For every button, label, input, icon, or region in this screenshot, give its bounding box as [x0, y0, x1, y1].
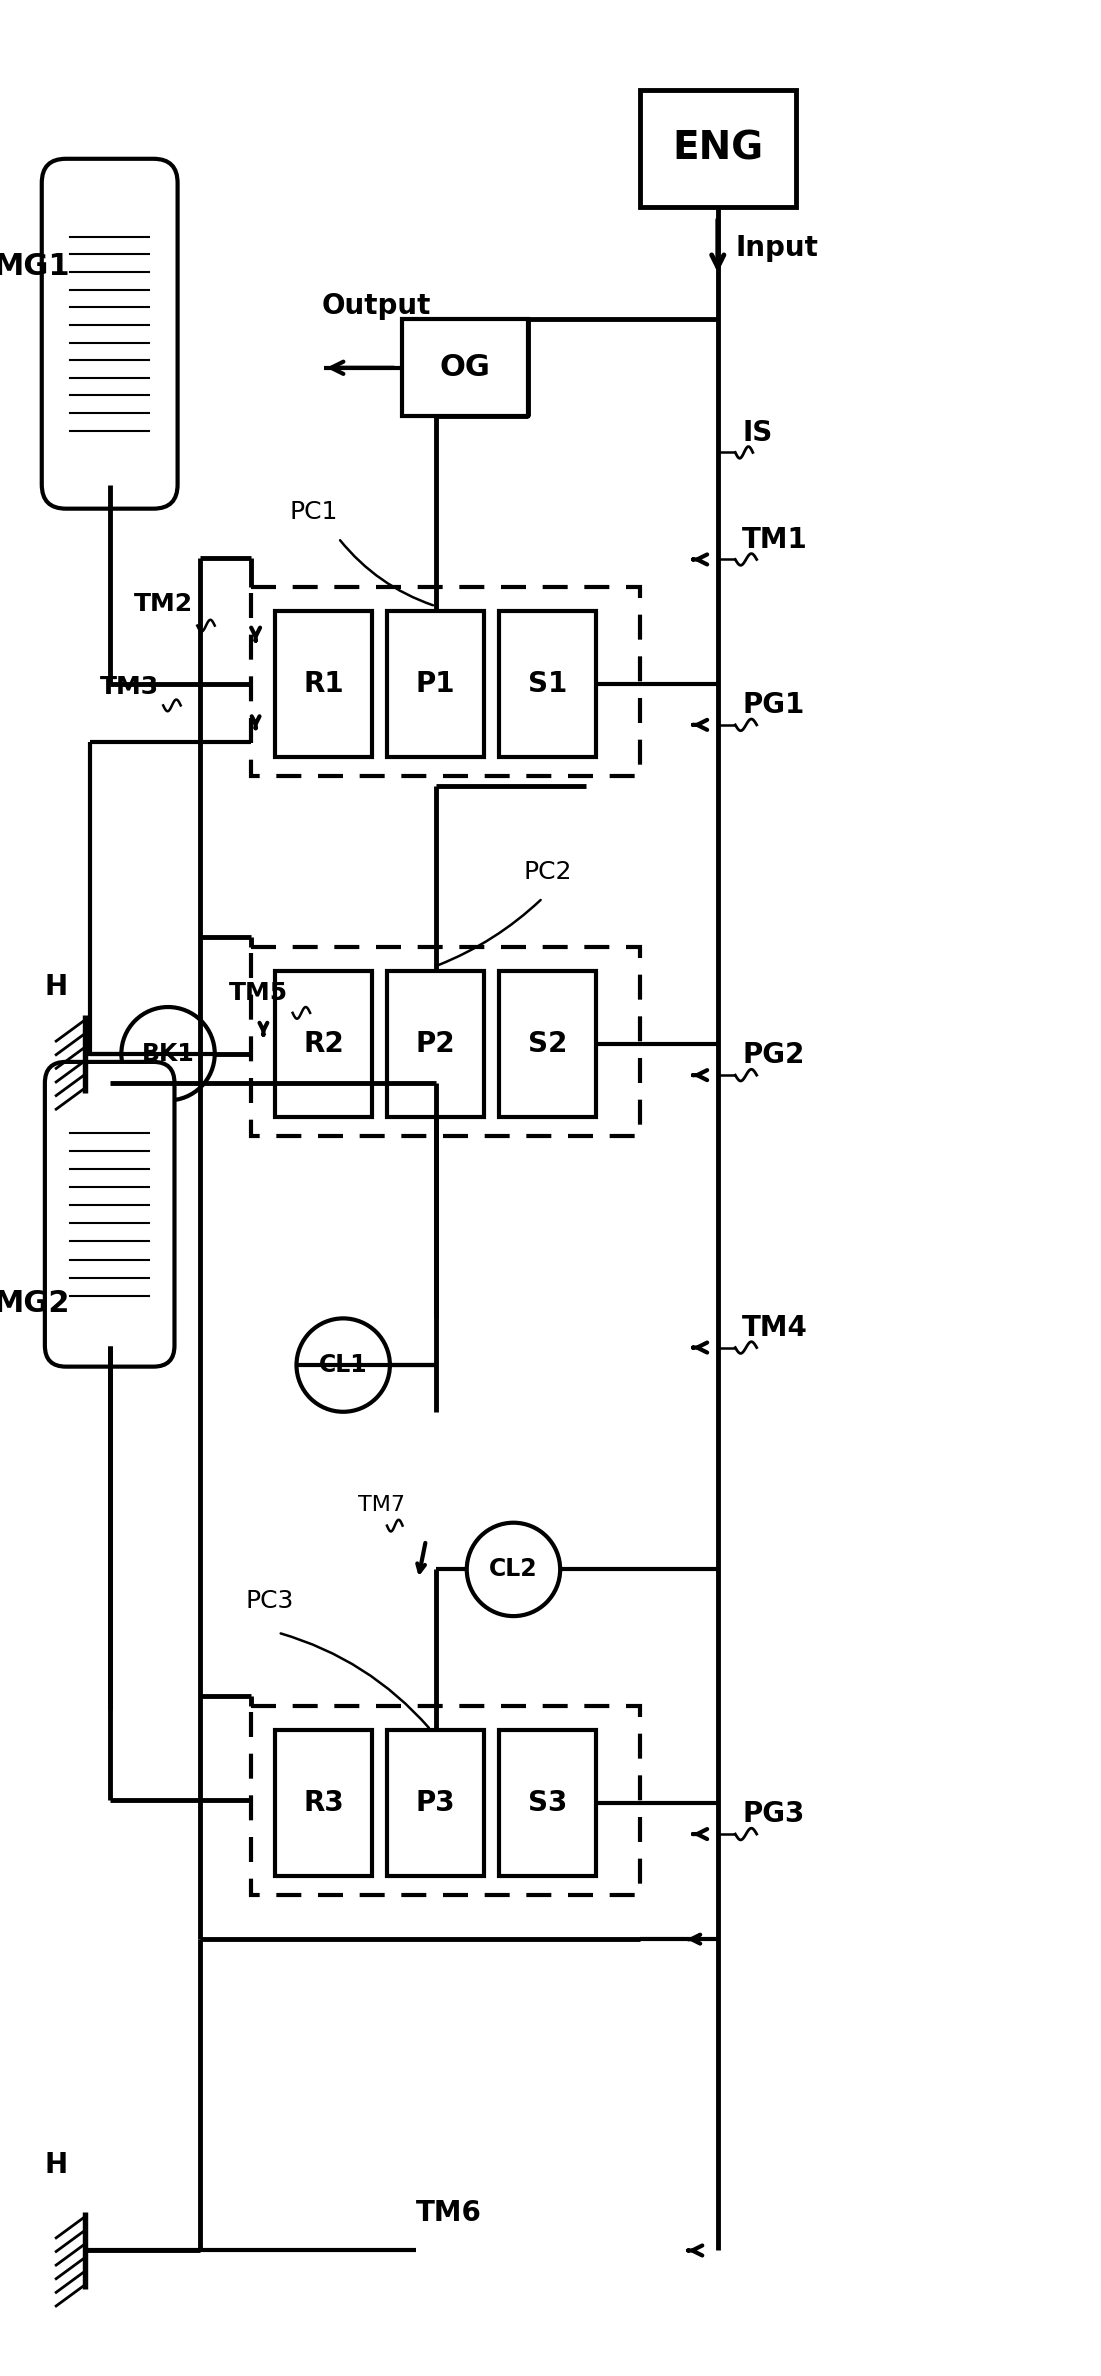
Bar — [275, 1730, 372, 1877]
Text: R2: R2 — [304, 1031, 345, 1057]
Bar — [640, 90, 796, 207]
FancyBboxPatch shape — [42, 159, 177, 508]
Bar — [386, 972, 484, 1117]
Text: TM1: TM1 — [742, 525, 808, 554]
FancyBboxPatch shape — [45, 1062, 174, 1366]
Text: S3: S3 — [527, 1789, 567, 1818]
Text: TM2: TM2 — [134, 592, 193, 615]
Text: P2: P2 — [416, 1031, 456, 1057]
Text: S2: S2 — [527, 1031, 567, 1057]
Text: TM3: TM3 — [100, 675, 159, 699]
Circle shape — [467, 1523, 560, 1616]
Bar — [275, 611, 372, 758]
Text: H: H — [44, 2150, 67, 2179]
Bar — [402, 318, 528, 416]
Bar — [251, 946, 640, 1136]
Text: MG2: MG2 — [0, 1288, 69, 1319]
Bar — [499, 611, 596, 758]
Text: PG2: PG2 — [742, 1041, 805, 1069]
Text: BK1: BK1 — [142, 1041, 195, 1067]
Text: TM6: TM6 — [416, 2200, 482, 2226]
Text: S1: S1 — [527, 670, 567, 699]
Text: TM4: TM4 — [742, 1314, 808, 1342]
Text: P3: P3 — [416, 1789, 456, 1818]
Text: PC2: PC2 — [523, 860, 571, 884]
Text: H: H — [44, 974, 67, 1000]
Text: PG3: PG3 — [742, 1801, 805, 1830]
Text: Output: Output — [321, 292, 432, 321]
Text: R1: R1 — [304, 670, 344, 699]
Text: CL1: CL1 — [319, 1352, 368, 1378]
Bar — [386, 1730, 484, 1877]
Text: PC3: PC3 — [246, 1590, 294, 1613]
Text: TM7: TM7 — [358, 1495, 405, 1516]
Text: PG1: PG1 — [742, 691, 805, 720]
Bar — [499, 1730, 596, 1877]
Text: CL2: CL2 — [489, 1556, 537, 1582]
Circle shape — [121, 1007, 215, 1100]
Text: PC1: PC1 — [290, 499, 338, 523]
Bar — [251, 1706, 640, 1896]
Text: P1: P1 — [416, 670, 456, 699]
Text: R3: R3 — [304, 1789, 345, 1818]
Text: TM5: TM5 — [229, 981, 288, 1005]
Circle shape — [296, 1319, 390, 1411]
Text: Input: Input — [735, 233, 818, 261]
Bar — [275, 972, 372, 1117]
Bar — [251, 587, 640, 777]
Bar — [499, 972, 596, 1117]
Text: IS: IS — [742, 418, 773, 447]
Text: ENG: ENG — [673, 131, 763, 169]
Text: MG1: MG1 — [0, 252, 69, 280]
Text: OG: OG — [439, 354, 490, 383]
Bar — [386, 611, 484, 758]
